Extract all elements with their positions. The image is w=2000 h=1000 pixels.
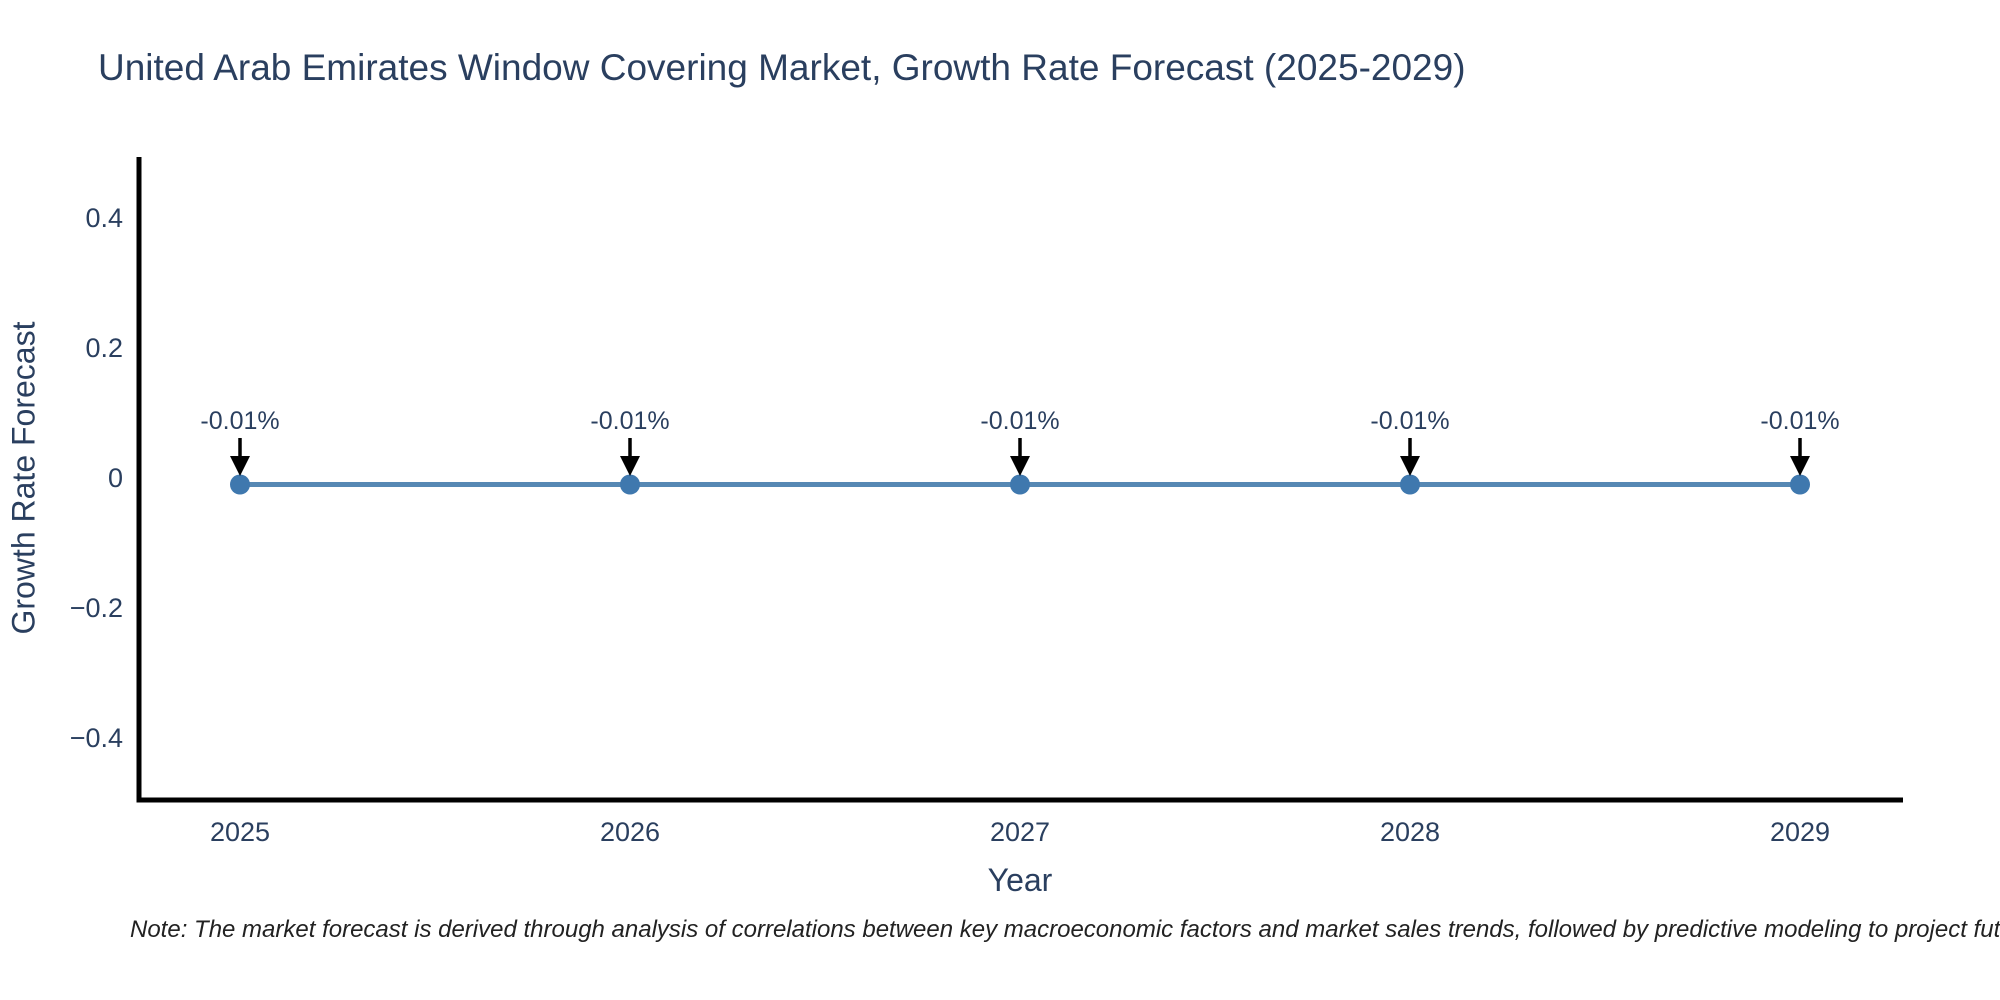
y-tick-label: 0 [108, 463, 123, 493]
annotation-arrow-head [1010, 456, 1030, 476]
x-tick-label: 2025 [210, 817, 270, 847]
annotation-arrow-head [1400, 456, 1420, 476]
data-point-label: -0.01% [590, 407, 669, 435]
annotation-arrow-head [620, 456, 640, 476]
y-tick-label: −0.2 [70, 593, 123, 623]
x-tick-label: 2028 [1380, 817, 1440, 847]
y-tick-label: 0.4 [85, 203, 123, 233]
data-point-label: -0.01% [1760, 407, 1839, 435]
data-point-marker [620, 474, 640, 495]
y-tick-label: −0.4 [70, 723, 123, 753]
data-point-marker [1790, 474, 1810, 495]
x-tick-label: 2029 [1770, 817, 1830, 847]
x-tick-label: 2027 [990, 817, 1050, 847]
annotation-arrow-head [230, 456, 250, 476]
data-point-marker [230, 474, 250, 495]
y-tick-label: 0.2 [85, 333, 123, 363]
data-point-label: -0.01% [200, 407, 279, 435]
chart-footnote: Note: The market forecast is derived thr… [130, 916, 2000, 943]
x-tick-label: 2026 [600, 817, 660, 847]
data-point-marker [1010, 474, 1030, 495]
x-axis-title: Year [987, 862, 1053, 898]
data-point-marker [1400, 474, 1420, 495]
chart-title: United Arab Emirates Window Covering Mar… [98, 47, 1466, 88]
annotation-arrow-head [1790, 456, 1810, 476]
data-point-label: -0.01% [1370, 407, 1449, 435]
data-point-label: -0.01% [980, 407, 1059, 435]
